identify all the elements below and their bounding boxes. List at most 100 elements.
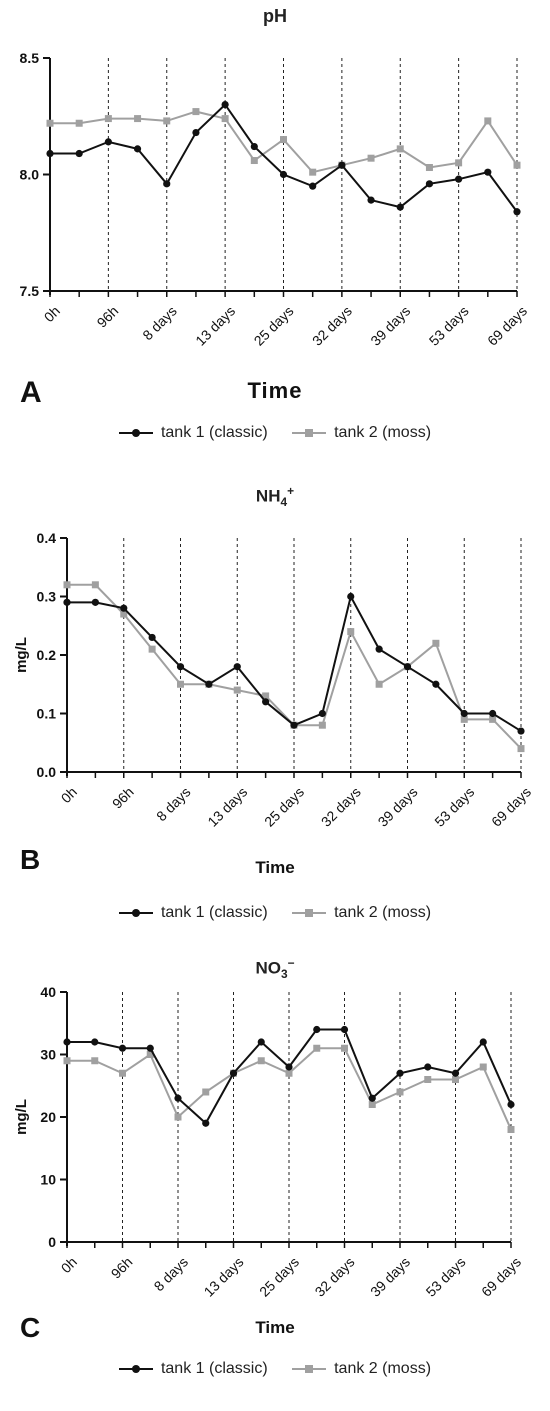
data-point-tank2 [63, 1057, 71, 1065]
data-point-tank2 [347, 628, 355, 636]
y-tick-label: 0.0 [37, 764, 57, 780]
data-point-tank1 [425, 180, 434, 188]
legend-line-icon [292, 429, 327, 437]
chart-title-subscript: 4 [280, 495, 288, 510]
data-point-tank2 [257, 1057, 265, 1065]
x-tick-label: 0h [58, 1254, 80, 1276]
data-point-tank1 [396, 203, 404, 211]
data-point-tank1 [290, 721, 298, 729]
data-point-tank2 [309, 168, 317, 176]
x-tick-label: 39 days [367, 303, 413, 349]
data-point-tank1 [513, 208, 521, 216]
data-point-tank2 [146, 1051, 154, 1058]
x-tick-label: 25 days [261, 784, 307, 830]
data-point-tank2 [368, 1101, 376, 1108]
chart-title-text: NO [255, 958, 281, 978]
x-tick-label: 39 days [375, 784, 421, 830]
chart-panel-a: pH 7.5 8.0 8.5 0h 96h 8 days 13 days 25 days 32 … [0, 0, 550, 460]
chart-title: NO3− [0, 956, 550, 981]
data-point-tank2 [425, 164, 433, 172]
chart-title-text: pH [263, 6, 287, 26]
data-point-tank1 [479, 1038, 487, 1046]
ph-line-chart: 7.5 8.0 8.5 0h 96h 8 days 13 days 25 days 32 day… [20, 50, 531, 349]
chart-title: NH4+ [0, 484, 550, 509]
data-point-tank2 [341, 1044, 348, 1052]
legend-item-tank1: tank 1 (classic) [118, 1360, 268, 1378]
data-point-tank2 [285, 1069, 293, 1077]
data-point-tank2 [262, 692, 270, 700]
x-tick-label: 0h [41, 303, 63, 325]
data-point-tank1 [221, 101, 229, 109]
x-tick-label: 69 days [478, 1254, 524, 1300]
x-axis-title: Time [255, 858, 295, 877]
data-point-tank1 [91, 1038, 99, 1046]
x-tick-label: 8 days [139, 303, 179, 343]
data-point-tank1 [279, 170, 288, 179]
data-point-tank2 [192, 108, 200, 116]
data-point-tank2 [479, 1063, 487, 1071]
data-point-tank2 [91, 581, 99, 589]
data-point-tank1 [455, 175, 463, 183]
legend-label: tank 2 (moss) [334, 424, 432, 441]
x-tick-label: 69 days [484, 303, 530, 349]
data-point-tank2 [119, 1069, 126, 1077]
data-point-tank2 [104, 115, 112, 123]
data-point-tank1 [202, 1119, 210, 1127]
data-point-tank2 [507, 1126, 515, 1133]
x-tick-label: 53 days [423, 1254, 469, 1300]
y-tick-label: 40 [40, 984, 56, 1000]
data-point-tank1 [367, 196, 375, 204]
x-tick-label: 13 days [192, 303, 238, 349]
data-point-tank1 [262, 698, 270, 706]
x-tick-label: 0h [58, 784, 80, 806]
data-point-tank2 [75, 119, 83, 127]
legend-label: tank 1 (classic) [160, 1360, 268, 1377]
x-tick-label: 8 days [151, 1254, 191, 1294]
data-point-tank2 [396, 145, 404, 153]
y-tick-label: 7.5 [20, 283, 40, 299]
data-point-tank2 [375, 680, 383, 688]
data-point-tank1 [484, 168, 492, 176]
y-tick-label: 0 [48, 1234, 56, 1250]
x-tick-label: 96h [108, 1254, 136, 1282]
x-tick-label: 69 days [488, 784, 534, 830]
data-point-tank2 [63, 581, 71, 589]
data-point-tank1 [424, 1063, 432, 1071]
data-point-tank1 [460, 709, 468, 718]
data-point-tank2 [174, 1113, 182, 1121]
data-point-tank2 [367, 154, 375, 162]
x-tick-label: 96h [109, 784, 137, 812]
x-tick-label: 25 days [256, 1254, 302, 1300]
legend-line-icon [292, 909, 327, 917]
data-point-tank2 [489, 715, 497, 723]
data-point-tank2 [120, 610, 128, 618]
legend-item-tank2: tank 2 (moss) [292, 904, 431, 922]
data-point-tank2 [91, 1057, 99, 1065]
chart-title: pH [0, 6, 550, 27]
y-tick-label: 0.2 [37, 647, 57, 663]
data-point-tank1 [120, 604, 128, 612]
data-point-tank1 [46, 149, 54, 158]
data-point-tank1 [340, 1025, 349, 1034]
data-point-tank2 [148, 645, 156, 653]
x-tick-label: 53 days [426, 303, 472, 349]
legend-label: tank 2 (moss) [334, 904, 432, 921]
data-point-tank1 [313, 1025, 321, 1034]
x-tick-label: 13 days [204, 784, 250, 830]
chart-panel-b: NH4+ 0.0 0.1 0.2 0.3 0.4 0h 96h 8 days 13 days 25… [0, 468, 550, 938]
legend-item-tank1: tank 1 (classic) [118, 424, 268, 442]
data-point-tank2 [452, 1076, 459, 1083]
data-point-tank2 [250, 157, 258, 165]
data-point-tank1 [368, 1094, 376, 1102]
no3-line-chart: 0 10 20 30 40 0h 96h 8 days 13 days 25 days 32 day… [13, 984, 524, 1300]
data-point-tank2 [177, 680, 184, 688]
y-tick-label: 0.1 [37, 706, 57, 722]
data-point-tank2 [517, 745, 525, 753]
data-point-tank1 [176, 663, 185, 671]
legend-item-tank2: tank 2 (moss) [292, 1360, 431, 1378]
data-point-tank1 [205, 680, 213, 688]
y-tick-label: 8.0 [20, 167, 40, 183]
legend-item-tank1: tank 1 (classic) [118, 904, 268, 922]
legend-label: tank 1 (classic) [160, 904, 268, 921]
data-point-tank1 [257, 1038, 265, 1046]
